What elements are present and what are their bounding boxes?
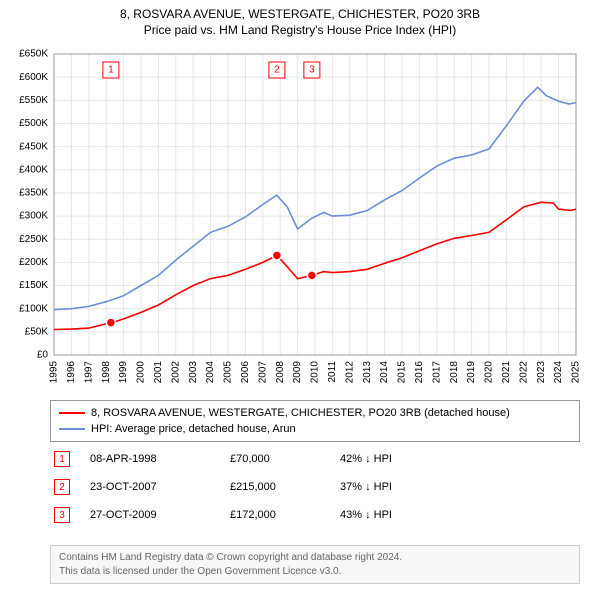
x-tick-label: 1996 — [66, 361, 77, 384]
x-tick-label: 2007 — [257, 361, 268, 384]
x-tick-label: 2012 — [344, 361, 355, 384]
y-tick-label: £50K — [25, 326, 49, 337]
x-tick-label: 2009 — [292, 361, 303, 384]
x-tick-label: 2006 — [240, 361, 251, 384]
event-delta: 43% ↓ HPI — [340, 509, 500, 521]
x-tick-label: 2021 — [501, 361, 512, 384]
y-tick-label: £100K — [19, 303, 48, 314]
event-id-box: 2 — [54, 479, 70, 495]
event-price: £172,000 — [230, 509, 330, 521]
y-tick-label: £650K — [19, 49, 48, 60]
x-tick-label: 2005 — [223, 361, 234, 384]
legend-label: 8, ROSVARA AVENUE, WESTERGATE, CHICHESTE… — [91, 407, 510, 419]
title-line1: 8, ROSVARA AVENUE, WESTERGATE, CHICHESTE… — [0, 6, 600, 22]
x-tick-label: 2024 — [553, 361, 564, 384]
x-tick-label: 2013 — [362, 361, 373, 384]
y-tick-label: £400K — [19, 164, 48, 175]
x-tick-label: 2000 — [136, 361, 147, 384]
x-tick-label: 2011 — [327, 361, 338, 383]
y-tick-label: £350K — [19, 188, 48, 199]
license-line1: Contains HM Land Registry data © Crown c… — [59, 551, 571, 565]
legend-row: 8, ROSVARA AVENUE, WESTERGATE, CHICHESTE… — [59, 405, 571, 421]
x-tick-label: 2023 — [536, 361, 547, 384]
event-marker-3 — [307, 271, 316, 280]
x-tick-label: 1999 — [118, 361, 129, 384]
y-tick-label: £500K — [19, 118, 48, 129]
event-price: £70,000 — [230, 453, 330, 465]
x-tick-label: 2016 — [414, 361, 425, 384]
events-table: 1 08-APR-1998 £70,000 42% ↓ HPI 2 23-OCT-2007… — [50, 445, 580, 529]
legend: 8, ROSVARA AVENUE, WESTERGATE, CHICHESTE… — [50, 400, 580, 442]
x-tick-label: 2003 — [188, 361, 199, 384]
x-tick-label: 2010 — [310, 361, 321, 384]
chart-area: £0£50K£100K£150K£200K£250K£300K£350K£400… — [50, 50, 580, 385]
x-tick-label: 1995 — [49, 361, 60, 384]
y-tick-label: £300K — [19, 211, 48, 222]
event-marker-label-3: 3 — [309, 65, 315, 76]
title-line2: Price paid vs. HM Land Registry's House … — [0, 22, 600, 38]
event-date: 08-APR-1998 — [90, 453, 220, 465]
title-block: 8, ROSVARA AVENUE, WESTERGATE, CHICHESTE… — [0, 0, 600, 38]
x-tick-label: 2017 — [431, 361, 442, 384]
y-tick-label: £250K — [19, 234, 48, 245]
chart-container: 8, ROSVARA AVENUE, WESTERGATE, CHICHESTE… — [0, 0, 600, 590]
y-tick-label: £600K — [19, 72, 48, 83]
event-row: 2 23-OCT-2007 £215,000 37% ↓ HPI — [50, 473, 580, 501]
y-tick-label: £150K — [19, 280, 48, 291]
y-tick-label: £450K — [19, 141, 48, 152]
legend-swatch — [59, 412, 85, 414]
x-tick-label: 2020 — [484, 361, 495, 384]
x-tick-label: 2025 — [571, 361, 582, 384]
y-tick-label: £0 — [37, 350, 49, 361]
x-tick-label: 1997 — [83, 361, 94, 384]
x-tick-label: 2019 — [466, 361, 477, 384]
event-date: 27-OCT-2009 — [90, 509, 220, 521]
event-marker-label-1: 1 — [108, 65, 114, 76]
y-tick-label: £200K — [19, 257, 48, 268]
event-marker-2 — [272, 251, 281, 260]
event-row: 3 27-OCT-2009 £172,000 43% ↓ HPI — [50, 501, 580, 529]
event-marker-1 — [106, 318, 115, 327]
x-tick-label: 2018 — [449, 361, 460, 384]
event-row: 1 08-APR-1998 £70,000 42% ↓ HPI — [50, 445, 580, 473]
event-date: 23-OCT-2007 — [90, 481, 220, 493]
x-tick-label: 2002 — [170, 361, 181, 384]
event-delta: 37% ↓ HPI — [340, 481, 500, 493]
event-delta: 42% ↓ HPI — [340, 453, 500, 465]
x-tick-label: 1998 — [101, 361, 112, 384]
event-id-box: 1 — [54, 451, 70, 467]
license-block: Contains HM Land Registry data © Crown c… — [50, 545, 580, 584]
plot-svg: £0£50K£100K£150K£200K£250K£300K£350K£400… — [50, 50, 580, 385]
x-tick-label: 2022 — [518, 361, 529, 384]
legend-swatch — [59, 428, 85, 430]
license-line2: This data is licensed under the Open Gov… — [59, 565, 571, 579]
x-tick-label: 2008 — [275, 361, 286, 384]
x-tick-label: 2004 — [205, 361, 216, 384]
legend-label: HPI: Average price, detached house, Arun — [91, 423, 296, 435]
event-id-box: 3 — [54, 507, 70, 523]
event-marker-label-2: 2 — [274, 65, 280, 76]
legend-row: HPI: Average price, detached house, Arun — [59, 421, 571, 437]
x-tick-label: 2001 — [153, 361, 164, 384]
x-tick-label: 2015 — [397, 361, 408, 384]
y-tick-label: £550K — [19, 95, 48, 106]
x-tick-label: 2014 — [379, 361, 390, 384]
event-price: £215,000 — [230, 481, 330, 493]
